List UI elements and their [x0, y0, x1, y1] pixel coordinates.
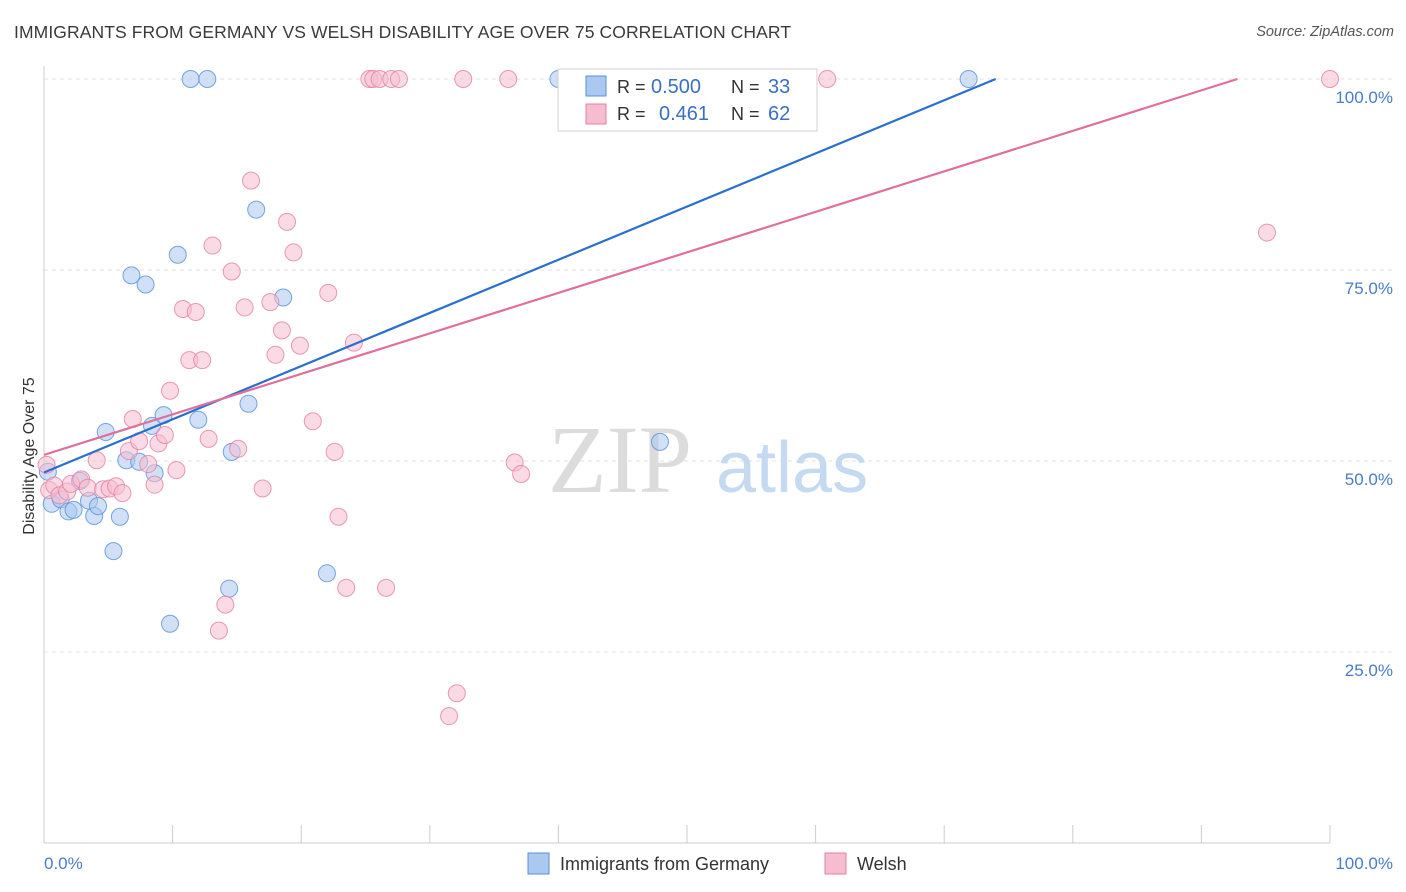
chart-source: Source: ZipAtlas.com: [1256, 24, 1394, 40]
stats-r-value-2: 0.461: [659, 103, 709, 125]
data-point: [113, 484, 132, 503]
data-point: [186, 303, 205, 322]
stats-r-label-2: R =: [617, 104, 646, 124]
data-point: [317, 564, 336, 583]
data-point: [329, 507, 348, 526]
data-point: [89, 497, 108, 516]
data-point: [199, 429, 218, 448]
data-point: [242, 171, 261, 190]
stats-n-value-2: 62: [768, 103, 790, 125]
stats-swatch-pink: [585, 103, 607, 125]
data-point: [167, 461, 186, 480]
data-point: [220, 579, 239, 598]
data-point: [239, 394, 258, 413]
data-point: [272, 321, 291, 340]
data-point: [266, 345, 285, 364]
data-point: [168, 245, 187, 264]
stats-r-label-1: R =: [617, 77, 646, 97]
data-point: [650, 432, 669, 451]
data-point: [247, 200, 266, 219]
data-point: [78, 478, 97, 497]
y-axis-title: Disability Age Over 75: [21, 377, 38, 535]
legend-label-germany: Immigrants from Germany: [560, 854, 769, 874]
data-point: [222, 262, 241, 281]
trend-line-welsh: [43, 77, 1238, 456]
data-point: [198, 70, 217, 88]
grid-lines: [44, 78, 1393, 653]
stats-n-label-2: N =: [731, 104, 760, 124]
data-point: [440, 707, 459, 726]
data-point: [161, 381, 180, 400]
data-point: [216, 595, 235, 614]
data-point: [447, 684, 466, 703]
data-point: [189, 410, 208, 429]
stats-legend: R = 0.500 N = 33 R = 0.461 N = 62: [557, 68, 818, 132]
data-point: [290, 336, 309, 355]
data-point: [145, 475, 164, 494]
data-point: [209, 621, 228, 640]
data-point: [319, 283, 338, 302]
data-point: [193, 351, 212, 370]
trend-line-germany: [43, 77, 997, 474]
data-point: [181, 70, 200, 88]
y-tick-label: 50.0%: [1345, 470, 1393, 489]
points-layer: [37, 70, 1339, 726]
data-point: [377, 578, 396, 597]
legend-swatch-germany: [527, 852, 550, 875]
watermark-zip: ZIP: [548, 406, 692, 513]
data-point: [278, 212, 297, 231]
x-tick-label: 100.0%: [1335, 854, 1393, 873]
data-point: [303, 412, 322, 431]
legend-swatch-welsh: [824, 852, 847, 875]
chart-title: IMMIGRANTS FROM GERMANY VS WELSH DISABIL…: [14, 22, 792, 42]
series-germany: [38, 70, 978, 633]
watermark: ZIP atlas: [548, 406, 868, 513]
series-legend: Immigrants from Germany Welsh: [527, 852, 907, 875]
data-point: [512, 464, 531, 483]
data-point: [325, 442, 344, 461]
data-point: [959, 70, 978, 88]
data-point: [261, 293, 280, 312]
watermark-atlas: atlas: [716, 428, 868, 508]
data-point: [389, 70, 408, 88]
data-point: [104, 542, 123, 561]
stats-r-value-1: 0.500: [651, 76, 701, 98]
data-point: [454, 70, 473, 88]
data-point: [337, 578, 356, 597]
data-point: [155, 426, 174, 445]
data-point: [110, 507, 129, 526]
data-point: [203, 236, 222, 255]
stats-n-value-1: 33: [768, 76, 790, 98]
y-tick-label: 75.0%: [1345, 279, 1393, 298]
legend-label-welsh: Welsh: [857, 854, 907, 874]
data-point: [818, 70, 837, 88]
y-tick-label: 25.0%: [1345, 661, 1393, 680]
stats-swatch-blue: [585, 75, 607, 97]
data-point: [161, 614, 180, 633]
data-point: [1257, 223, 1276, 242]
data-point: [1321, 70, 1339, 88]
data-point: [284, 243, 303, 262]
tick-labels: 25.0% 50.0% 75.0% 100.0% 0.0% 100.0%: [44, 88, 1393, 873]
data-point: [235, 298, 254, 317]
data-point: [229, 439, 248, 458]
y-tick-label: 100.0%: [1335, 88, 1393, 107]
stats-n-label-1: N =: [731, 77, 760, 97]
x-tick-label: 0.0%: [44, 854, 83, 873]
data-point: [64, 500, 83, 519]
data-point: [253, 479, 272, 498]
data-point: [139, 455, 158, 474]
trend-layer: [43, 77, 1238, 474]
data-point: [122, 266, 141, 285]
data-point: [136, 275, 155, 294]
data-point: [499, 70, 518, 88]
series-welsh: [37, 70, 1339, 726]
